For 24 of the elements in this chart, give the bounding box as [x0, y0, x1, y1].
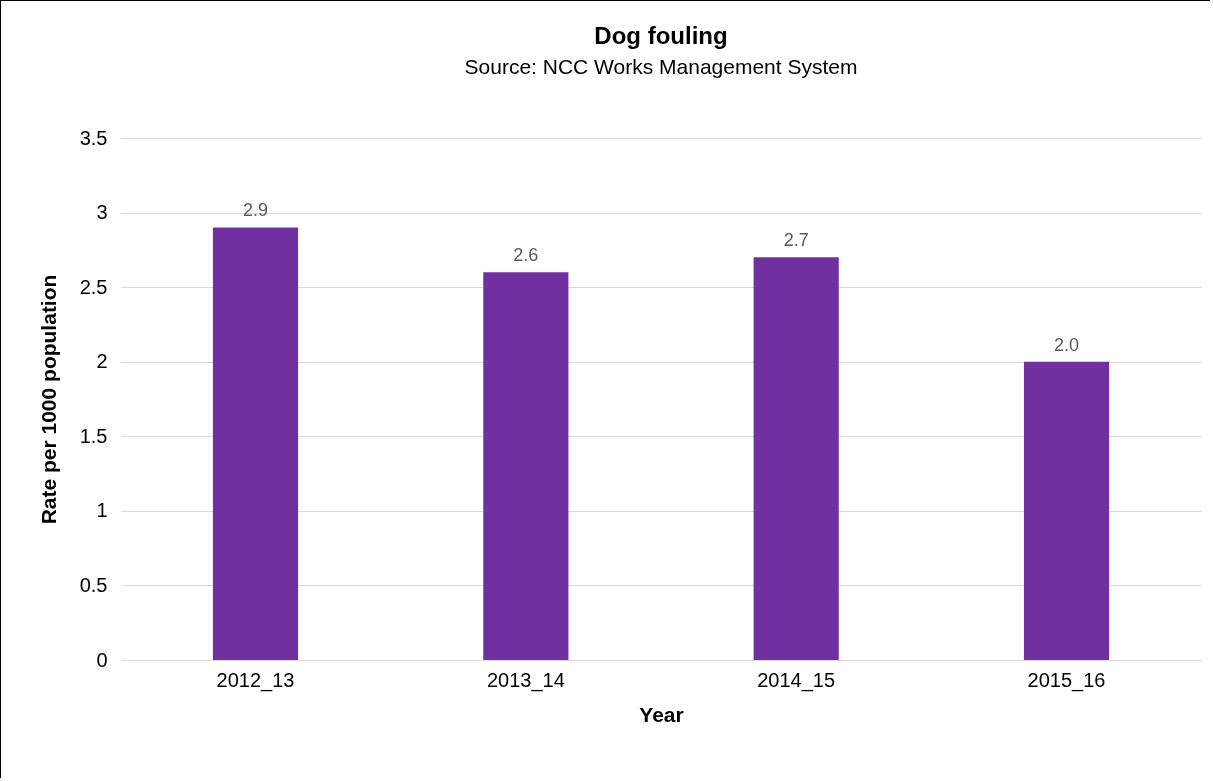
- x-tick-label: 2015_16: [1027, 668, 1106, 692]
- y-tick-label: 0: [96, 648, 108, 671]
- y-tick-label: 1.5: [79, 424, 108, 447]
- y-tick-label: 1: [96, 499, 108, 522]
- chart-title: Dog fouling: [594, 22, 728, 49]
- x-tick-label: 2012_13: [216, 668, 295, 692]
- x-tick-label: 2014_15: [757, 668, 836, 692]
- y-tick-label: 3.5: [79, 126, 108, 149]
- bar: [483, 272, 569, 660]
- data-label: 2.9: [242, 200, 269, 221]
- y-tick-label: 3: [96, 201, 108, 224]
- chart-subtitle: Source: NCC Works Management System: [464, 55, 858, 78]
- x-tick-label: 2013_14: [486, 668, 565, 692]
- y-tick-label: 2: [96, 350, 108, 373]
- data-label: 2.0: [1053, 334, 1080, 355]
- y-tick-label: 2.5: [79, 275, 108, 298]
- y-tick-label: 0.5: [79, 573, 108, 596]
- bar: [1023, 361, 1110, 660]
- x-axis-title: Year: [639, 702, 684, 726]
- bar: [212, 227, 299, 660]
- data-label: 2.6: [513, 245, 539, 266]
- bar: [753, 257, 839, 660]
- data-label: 2.7: [783, 230, 809, 251]
- y-axis-title: Rate per 1000 population: [36, 274, 60, 525]
